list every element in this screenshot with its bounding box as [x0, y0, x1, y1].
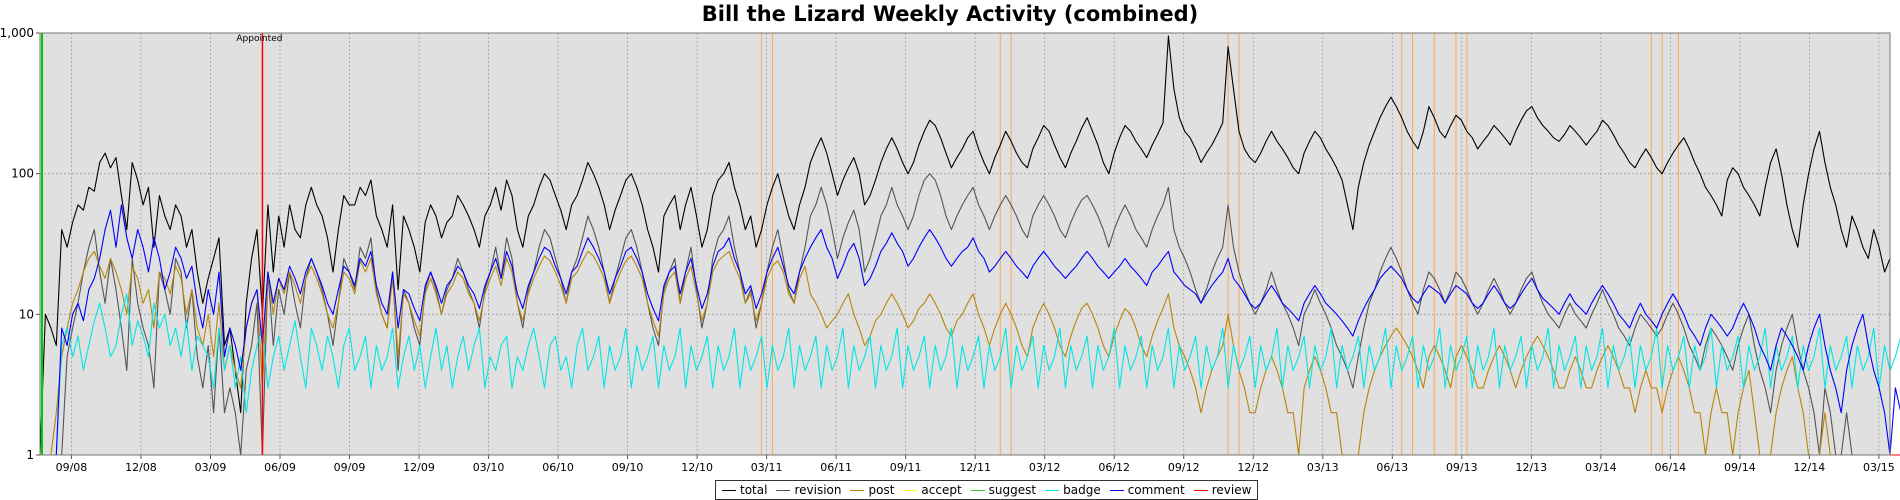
x-tick-label: 09/14 — [1724, 461, 1756, 474]
legend-item-revision: revision — [776, 483, 841, 497]
plot-frame — [39, 32, 1891, 456]
x-tick-label: 09/10 — [612, 461, 644, 474]
x-tick-label: 09/08 — [56, 461, 88, 474]
x-tick-label: 12/08 — [125, 461, 157, 474]
legend-swatch — [1193, 489, 1208, 491]
y-tick-label: 10 — [19, 307, 34, 321]
legend-swatch — [1109, 489, 1124, 491]
chart-legend: total revision post accept suggest badge comme… — [715, 480, 1259, 500]
legend-swatch — [970, 489, 985, 491]
x-tick-label: 06/09 — [264, 461, 296, 474]
x-tick-label: 09/13 — [1446, 461, 1478, 474]
x-tick-label: 12/09 — [403, 461, 435, 474]
legend-item-accept: accept — [903, 483, 962, 497]
x-tick-label: 06/12 — [1098, 461, 1130, 474]
legend-item-badge: badge — [1045, 483, 1101, 497]
legend-label: post — [868, 483, 895, 497]
x-tick-label: 06/13 — [1376, 461, 1408, 474]
legend-swatch — [722, 489, 736, 491]
y-tick-label: 100 — [11, 167, 34, 181]
y-tick-label: 1 — [26, 448, 34, 462]
legend-label: total — [740, 483, 768, 497]
x-tick-label: 03/14 — [1585, 461, 1617, 474]
x-tick-label: 03/10 — [473, 461, 505, 474]
legend-swatch — [776, 489, 791, 491]
x-tick-label: 12/11 — [959, 461, 991, 474]
x-tick-label: 06/14 — [1654, 461, 1686, 474]
legend-item-review: review — [1193, 483, 1252, 497]
x-tick-label: 06/10 — [542, 461, 574, 474]
legend-label: suggest — [988, 483, 1037, 497]
x-tick-label: 03/13 — [1307, 461, 1339, 474]
x-tick-label: 12/13 — [1515, 461, 1547, 474]
legend-item-post: post — [850, 483, 894, 497]
series-comment — [40, 204, 1900, 456]
x-tick-label: 09/09 — [334, 461, 366, 474]
legend-label: accept — [921, 483, 962, 497]
series-revision — [40, 173, 1863, 456]
x-tick-label: 12/14 — [1794, 461, 1826, 474]
legend-label: revision — [794, 483, 842, 497]
chart-title: Bill the Lizard Weekly Activity (combine… — [701, 2, 1199, 26]
legend-swatch — [903, 489, 918, 491]
legend-swatch — [850, 489, 865, 491]
appointed-label: Appointed — [236, 34, 282, 44]
legend-item-total: total — [722, 483, 767, 497]
legend-label: review — [1211, 483, 1252, 497]
x-tick-label: 09/12 — [1168, 461, 1200, 474]
plot-background — [39, 32, 1891, 456]
series-post — [40, 250, 1863, 456]
x-tick-label: 09/11 — [890, 461, 922, 474]
x-tick-label: 03/15 — [1863, 461, 1895, 474]
x-tick-label: 03/11 — [751, 461, 783, 474]
legend-swatch — [1045, 489, 1060, 491]
legend-label: badge — [1063, 483, 1101, 497]
legend-label: comment — [1127, 483, 1185, 497]
chart-area: 1 10 100 1,000 09/08 12/08 03/09 06/09 09/09 12/0… — [0, 26, 1900, 474]
x-tick-label: 12/10 — [681, 461, 713, 474]
legend-item-comment: comment — [1109, 483, 1185, 497]
x-tick-label: 06/11 — [820, 461, 852, 474]
x-tick-label: 12/12 — [1237, 461, 1269, 474]
x-tick-label: 03/12 — [1029, 461, 1061, 474]
legend-item-suggest: suggest — [970, 483, 1037, 497]
y-tick-label: 1,000 — [0, 26, 34, 40]
series-badge — [40, 293, 1900, 456]
series-total — [39, 35, 1891, 456]
x-tick-label: 03/09 — [195, 461, 227, 474]
